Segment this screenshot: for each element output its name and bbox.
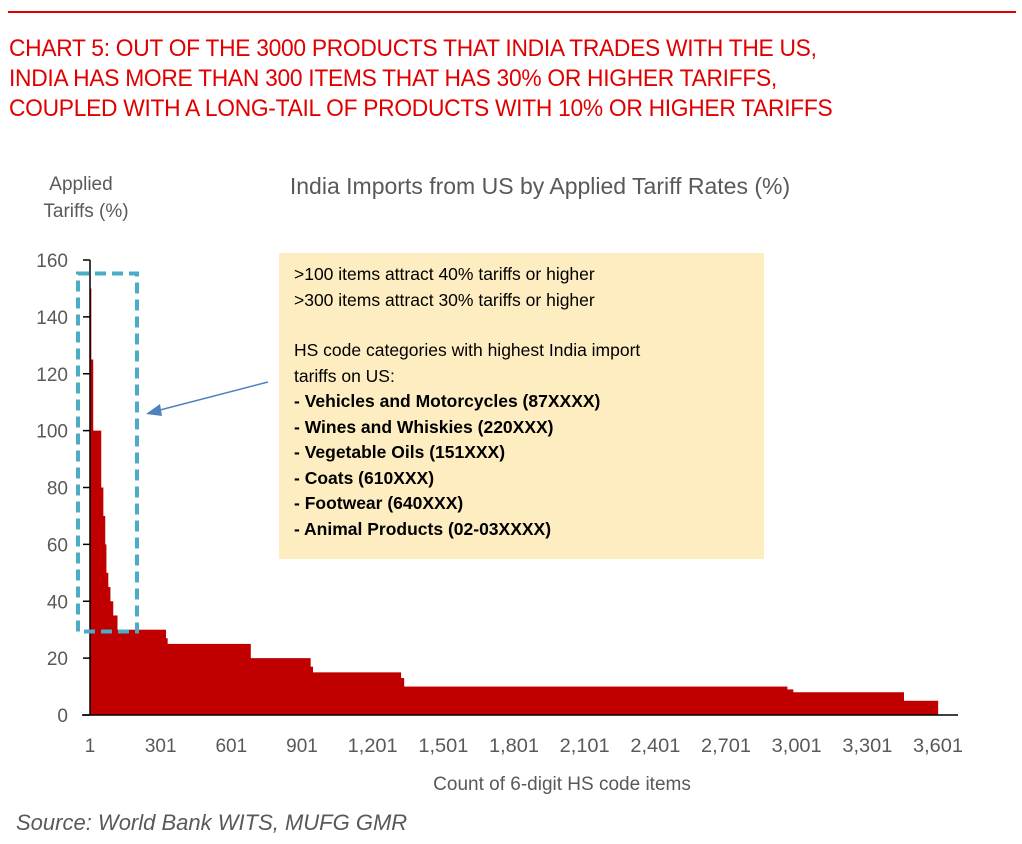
area-step (165, 638, 168, 715)
x-tick-label: 3,301 (842, 736, 892, 757)
area-step (400, 678, 405, 715)
callout-category-footwear: - Footwear (640XXX) (294, 493, 464, 513)
callout-arrow-head (146, 404, 162, 416)
x-tick-label: 2,401 (630, 736, 680, 757)
area-step (310, 666, 313, 715)
area-step (107, 587, 111, 715)
y-tick-label: 0 (57, 706, 68, 727)
area-step (250, 658, 311, 716)
axis-layer: 0 20 40 60 80 100 120 140 160 1 301 601 901 1,201 1,50… (36, 251, 963, 757)
callout-category-vehicles: - Vehicles and Motorcycles (87XXXX) (294, 391, 601, 411)
y-tick-label: 80 (47, 479, 68, 500)
x-tick-label: 601 (215, 736, 247, 757)
y-tick-label: 40 (47, 592, 68, 613)
x-tick-label: 3,601 (913, 736, 963, 757)
headline-line-3: COUPLED WITH A LONG-TAIL OF PRODUCTS WIT… (9, 95, 833, 122)
callout-arrow-shaft (159, 381, 269, 411)
x-tick-label: 1,201 (348, 736, 398, 757)
callout-category-vegetable-oils: - Vegetable Oils (151XXX) (294, 442, 506, 462)
annotation-layer (76, 271, 269, 634)
callout-category-animal-products: - Animal Products (02-03XXXX) (294, 518, 552, 539)
x-axis-label: Count of 6-digit HS code items (433, 774, 691, 795)
x-tick-label: 1,501 (418, 736, 468, 757)
x-tick-label: 901 (286, 736, 318, 757)
callout-line-2: >300 items attract 30% tariffs or higher (294, 289, 595, 310)
callout-category-coats: - Coats (610XXX) (294, 467, 435, 488)
callout-line-1: >100 items attract 40% tariffs or higher (294, 264, 595, 284)
chart-title: India Imports from US by Applied Tariff … (290, 173, 790, 199)
callout-spacer (294, 313, 764, 338)
area-step (167, 643, 251, 715)
area-step (787, 689, 794, 715)
x-tick-label: 2,101 (560, 736, 610, 757)
area-step (110, 601, 114, 715)
headline-line-2: INDIA HAS MORE THAN 300 ITEMS THAT HAS 3… (9, 65, 777, 92)
area-step (403, 686, 788, 715)
callout-category-wines: - Wines and Whiskies (220XXX) (294, 416, 554, 437)
area-step (92, 430, 102, 716)
area-step (903, 700, 939, 715)
area-step (792, 692, 905, 715)
y-tick-label: 120 (36, 365, 68, 386)
highlight-dashed-box (76, 271, 139, 634)
y-tick-label: 100 (36, 422, 68, 443)
y-axis-label-line-2: Tariffs (%) (43, 201, 128, 222)
y-tick-label: 160 (36, 251, 68, 272)
y-axis-label-line-1: Applied (49, 174, 112, 195)
chart-headline: CHART 5: OUT OF THE 3000 PRODUCTS THAT I… (9, 34, 948, 124)
callout-box: >100 items attract 40% tariffs or higher… (279, 253, 764, 559)
headline-line-1: CHART 5: OUT OF THE 3000 PRODUCTS THAT I… (9, 35, 817, 62)
x-tick-label: 301 (145, 736, 177, 757)
top-rule (8, 11, 1016, 13)
y-tick-label: 60 (47, 535, 68, 556)
y-tick-label: 20 (47, 649, 68, 670)
callout-intro-1: HS code categories with highest India im… (294, 340, 641, 360)
area-step (106, 572, 109, 715)
source-note: Source: World Bank WITS, MUFG GMR (16, 810, 408, 835)
area-step (100, 487, 104, 715)
x-tick-label: 2,701 (701, 736, 751, 757)
area-step (312, 672, 402, 715)
x-tick-label: 3,001 (772, 736, 822, 757)
x-tick-label: 1 (85, 736, 96, 757)
area-step (90, 359, 94, 715)
area-step (102, 515, 106, 715)
x-tick-label: 1,801 (489, 736, 539, 757)
area-step (112, 615, 118, 715)
area-step (117, 629, 167, 715)
callout-intro-2: tariffs on US: (294, 365, 395, 386)
y-tick-label: 140 (36, 308, 68, 329)
